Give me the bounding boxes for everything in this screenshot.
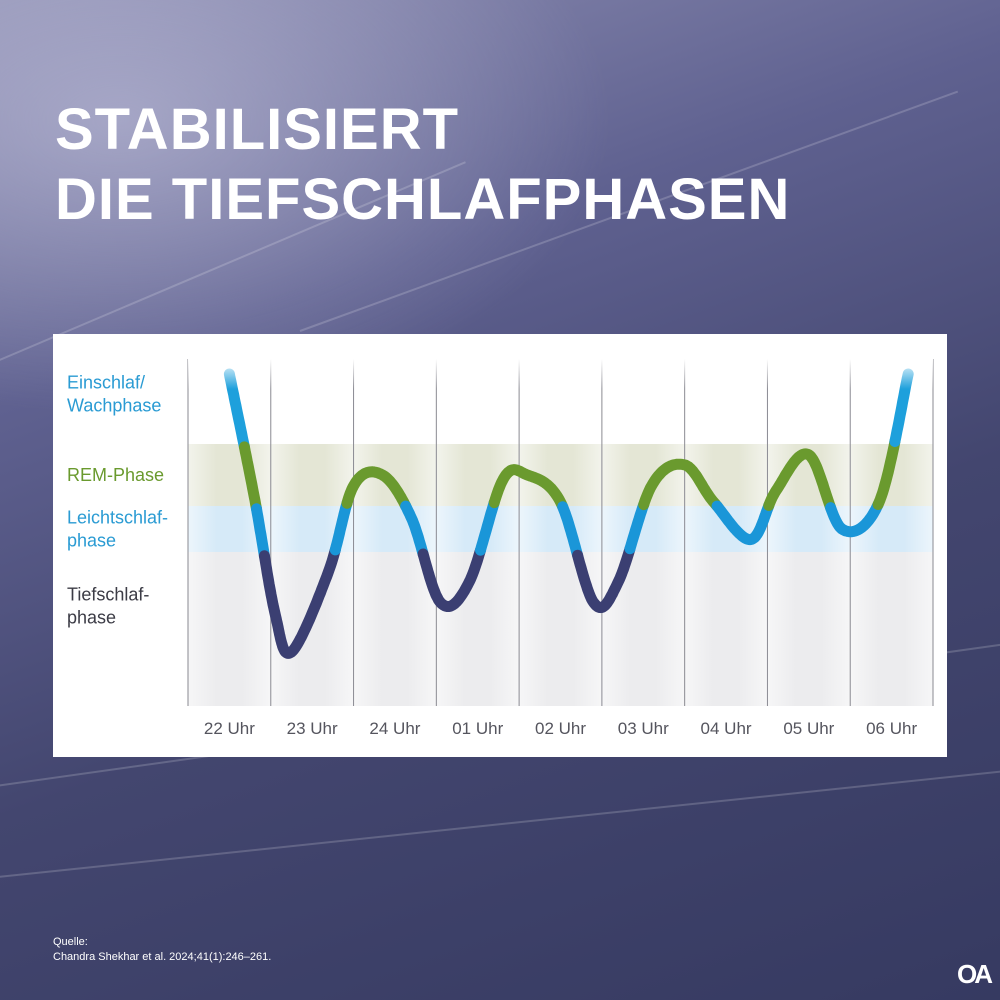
title-line-1: STABILISIERT xyxy=(55,97,460,162)
column-shade xyxy=(519,359,602,706)
sleep-curve-segment xyxy=(341,466,412,512)
sleep-curve-segment xyxy=(475,497,500,556)
sleep-curve-segment xyxy=(488,464,569,513)
source-note: Quelle: Chandra Shekhar et al. 2024;41(1… xyxy=(53,935,271,965)
sleep-curve-segment xyxy=(872,436,901,510)
x-tick-label: 06 Uhr xyxy=(866,719,917,738)
y-axis-label: REM-Phase xyxy=(67,465,164,485)
chart-card: Einschlaf/Wachphase REM-Phase Leichtschlaf… xyxy=(53,334,947,757)
y-axis-label: Einschlaf/ xyxy=(67,373,145,393)
sleep-curve-segment xyxy=(572,543,636,614)
sleep-curve-segment xyxy=(711,500,775,546)
sleep-curve-segment xyxy=(258,544,341,659)
sleep-curve-segment xyxy=(238,441,262,515)
x-tick-label: 05 Uhr xyxy=(783,719,834,738)
sleep-curve-segment xyxy=(400,500,429,560)
brand-logo: OA xyxy=(957,959,993,989)
page-title: STABILISIERT DIE TIEFSCHLAFPHASEN xyxy=(55,95,790,235)
column-shade xyxy=(353,359,437,706)
sleep-curve-segment xyxy=(763,448,837,514)
sleep-phase-chart: Einschlaf/Wachphase REM-Phase Leichtschlaf… xyxy=(67,359,934,738)
x-tick-label: 24 Uhr xyxy=(369,719,420,738)
sleep-curve-segment xyxy=(417,544,486,612)
y-axis-label: Wachphase xyxy=(67,396,161,416)
x-tick-label: 22 Uhr xyxy=(204,719,255,738)
y-axis-label: phase xyxy=(67,531,116,551)
y-axis-label: phase xyxy=(67,608,116,628)
top-fade xyxy=(188,359,933,389)
sleep-curve-segment xyxy=(557,501,584,561)
x-tick-label: 01 Uhr xyxy=(452,719,503,738)
source-citation: Chandra Shekhar et al. 2024;41(1):246–26… xyxy=(53,951,272,963)
title-line-2: DIE TIEFSCHLAFPHASEN xyxy=(55,167,791,232)
y-axis-label: Tiefschlaf- xyxy=(67,585,149,605)
sleep-curve-segment xyxy=(825,499,884,538)
sleep-curve-segment xyxy=(638,458,723,512)
sleep-curve-segment xyxy=(329,497,353,556)
y-axis-label: Leichtschlaf- xyxy=(67,508,168,528)
x-tick-label: 23 Uhr xyxy=(287,719,338,738)
x-tick-label: 02 Uhr xyxy=(535,719,586,738)
x-tick-label: 03 Uhr xyxy=(618,719,669,738)
sleep-curve-segment xyxy=(624,499,650,555)
x-tick-label: 04 Uhr xyxy=(701,719,752,738)
column-shade xyxy=(601,359,685,706)
sleep-curve-segment xyxy=(251,503,270,562)
column-shade xyxy=(767,359,851,706)
column-shade xyxy=(436,359,520,706)
source-label: Quelle: xyxy=(53,936,88,948)
